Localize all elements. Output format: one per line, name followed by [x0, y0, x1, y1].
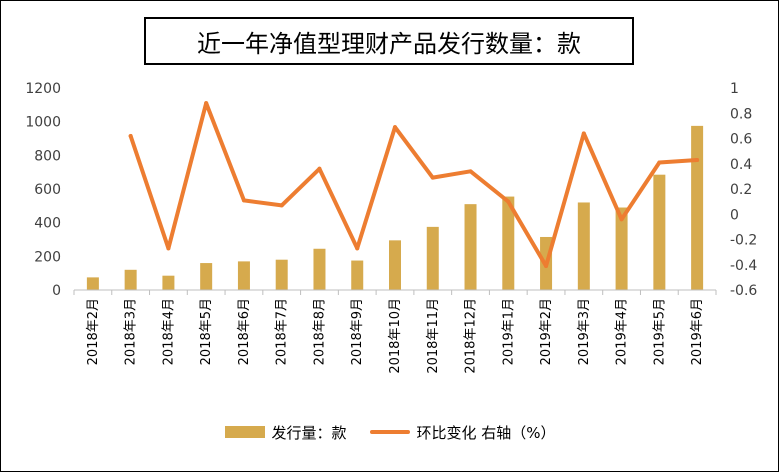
line-point-8 [393, 125, 397, 130]
legend-item-line: 环比变化 右轴（%） [370, 422, 556, 443]
bar-2 [162, 275, 175, 290]
bar-11 [502, 196, 515, 290]
axis-layer: 0 200 400 600 800 1000 1200 -0.6 -0.4 -0.2 0 0.2 0.4… [25, 81, 757, 374]
line-point-16 [695, 157, 700, 162]
bar-3 [200, 263, 213, 290]
line-point-6 [317, 166, 322, 171]
y-right-tick-1: -0.4 [730, 258, 757, 274]
y-right-tick-2: -0.2 [730, 233, 757, 249]
bar-8 [389, 240, 401, 290]
y-left-tick-0: 0 [52, 283, 61, 299]
legend: 发行量：款 环比变化 右轴（%） [0, 420, 781, 444]
y-left-tick-3: 600 [34, 182, 61, 198]
y-left-tick-5: 1000 [25, 115, 61, 131]
legend-swatch-line [370, 430, 411, 434]
bar-16 [691, 125, 704, 290]
x-tick-0: 2018年2月 [86, 298, 101, 365]
y-left-tick-2: 400 [34, 216, 61, 232]
legend-label-bar: 发行量：款 [271, 423, 347, 442]
chart-title: 近一年净值型理财产品发行数量：款 [197, 29, 581, 58]
bar-4 [237, 261, 250, 290]
line-point-5 [279, 203, 284, 208]
line-point-9 [430, 175, 435, 180]
bar-7 [351, 260, 364, 290]
line-point-15 [657, 160, 662, 165]
bar-15 [653, 174, 666, 290]
x-tick-13: 2019年3月 [577, 298, 592, 365]
y-left-tick-6: 1200 [25, 81, 61, 97]
x-tick-2: 2018年4月 [161, 298, 176, 365]
bar-6 [313, 248, 326, 290]
x-tick-16: 2019年6月 [690, 298, 705, 365]
x-tick-3: 2018年5月 [199, 298, 214, 365]
y-right-tick-4: 0.2 [730, 182, 752, 198]
x-tick-15: 2019年5月 [652, 298, 667, 365]
x-tick-10: 2018年12月 [464, 298, 479, 374]
y-right-tick-8: 1 [730, 81, 739, 97]
y-right-tick-0: -0.6 [730, 283, 757, 299]
x-tick-14: 2019年4月 [615, 298, 630, 365]
legend-swatch-bar [225, 426, 266, 438]
x-tick-7: 2018年9月 [350, 298, 365, 365]
y-left-tick-4: 800 [34, 148, 61, 164]
bar-5 [275, 259, 288, 290]
bar-10 [464, 204, 477, 290]
line-point-7 [355, 246, 360, 251]
line-series [128, 101, 700, 269]
line-point-1 [128, 133, 133, 138]
line-point-10 [468, 169, 473, 174]
x-tick-12: 2019年2月 [539, 298, 554, 365]
line-point-2 [166, 246, 171, 251]
x-tick-11: 2019年1月 [501, 298, 516, 365]
bars-layer [86, 125, 704, 290]
x-tick-6: 2018年8月 [312, 298, 327, 365]
line-point-11 [506, 199, 511, 204]
y-right-tick-6: 0.6 [730, 132, 752, 148]
line-point-13 [581, 131, 586, 136]
x-tick-5: 2018年7月 [275, 298, 290, 365]
x-tick-9: 2018年11月 [426, 298, 441, 374]
line-point-4 [241, 198, 246, 203]
y-right-tick-3: 0 [730, 207, 739, 223]
bar-0 [86, 277, 99, 290]
line-layer [128, 101, 700, 269]
y-right-tick-7: 0.8 [730, 106, 752, 122]
x-tick-8: 2018年10月 [388, 298, 403, 374]
x-tick-1: 2018年3月 [124, 298, 139, 365]
bar-13 [577, 202, 590, 290]
chart-title-box: 近一年净值型理财产品发行数量：款 [144, 17, 634, 65]
line-point-14 [619, 217, 624, 222]
line-point-3 [204, 101, 209, 106]
bar-1 [124, 269, 137, 290]
bar-9 [426, 226, 439, 290]
x-tick-4: 2018年6月 [237, 298, 252, 365]
bar-14 [615, 207, 628, 290]
legend-item-bar: 发行量：款 [225, 422, 346, 443]
y-right-tick-5: 0.4 [730, 157, 752, 173]
y-left-tick-1: 200 [34, 249, 61, 265]
line-point-12 [544, 264, 549, 269]
legend-label-line: 环比变化 右轴（%） [416, 423, 556, 442]
